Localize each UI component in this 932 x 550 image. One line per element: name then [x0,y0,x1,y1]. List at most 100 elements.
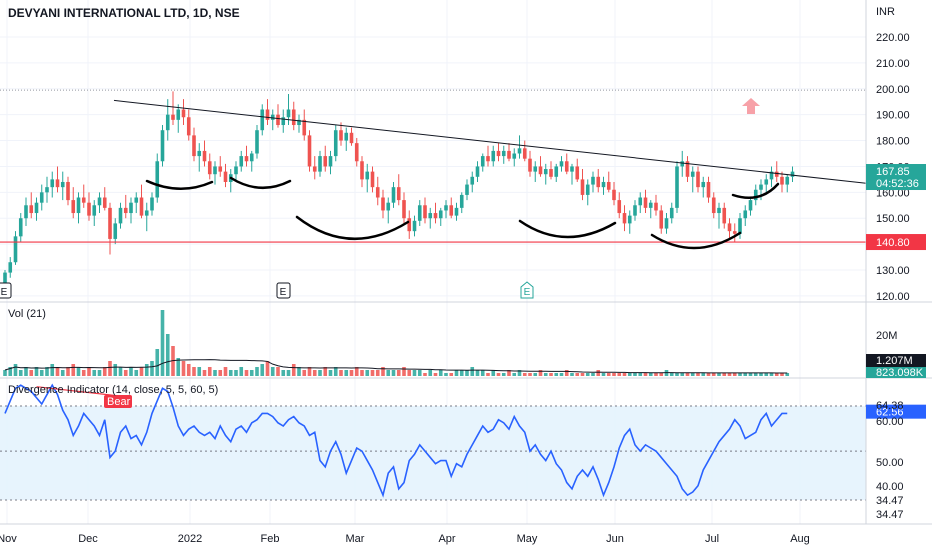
volume-bar [291,364,296,376]
volume-bar [370,370,375,376]
volume-bar [349,370,354,376]
volume-bar [743,373,748,376]
candle-body [234,166,238,175]
candle-body [722,207,727,224]
volume-bar [738,373,742,376]
volume-bar [302,370,307,376]
volume-bar [108,361,112,376]
divergence-band [0,405,866,500]
volume-bar [218,370,223,376]
volume-bar [501,373,506,376]
candle-body [323,156,328,167]
candle-body [444,205,448,211]
volume-bar [428,370,433,376]
volume-bar [45,367,49,376]
volume-label: Vol (21) [8,308,46,320]
last-price-value: 167.85 [876,166,910,178]
volume-bar [344,370,349,376]
candle-body [218,166,223,172]
candle-body [291,109,296,126]
candle-body [370,171,375,188]
time-tick-label: Feb [261,533,280,545]
price-pane[interactable]: E E E DEVYANI INTERNATIONAL LTD, 1D, NSE [0,6,867,299]
divergence-line [4,383,788,498]
price-tick-label: 180.00 [876,136,910,148]
candle-body [129,202,133,214]
price-axis[interactable]: INR 220.00210.00200.00190.00180.00170.00… [865,0,926,524]
candle-body [18,218,23,237]
volume-bar [722,373,727,376]
volume-bar [774,373,779,376]
currency-label: INR [876,6,895,18]
candle-body [769,171,774,180]
candle-body [475,166,480,177]
candle-body [386,202,391,211]
volume-bar [470,367,475,376]
candle-body [365,171,370,180]
volume-bar [328,370,333,376]
divergence-pane[interactable]: Bear Divergence Indicator (14, close, 5,… [0,383,866,501]
candle-body [97,197,102,206]
candle-body [150,197,154,211]
resistance-trendline[interactable] [113,99,867,184]
candle-body [727,223,732,232]
volume-bar [759,373,763,376]
candle-body [81,197,86,203]
volume-bar [612,373,616,376]
volume-bar [244,370,249,376]
volume-bar [575,373,580,376]
candle-body [197,150,202,157]
volume-pane[interactable]: Vol (21) [3,308,790,376]
candle-body [55,179,60,188]
volume-bar [3,370,7,376]
candle-body [564,161,569,172]
time-axis[interactable]: Nov Dec 2022 Feb Mar Apr May Jun Jul Aug [0,523,932,545]
candle-body [118,207,123,224]
candle-body [680,161,685,167]
candle-body [428,213,433,219]
volume-bar [39,370,44,376]
cup-handle-annotations [145,176,780,250]
earnings-marker: E [0,282,12,299]
volume-bar [354,367,359,376]
candle-body [192,135,196,157]
candle-body [339,130,343,141]
candle-body [255,130,259,154]
price-tick-label: 190.00 [876,110,910,122]
candle-body [748,200,753,211]
time-tick-label: Apr [438,533,455,545]
bear-badge: Bear [104,395,132,408]
candle-body [39,192,44,203]
time-tick-label: Jul [705,533,719,545]
volume-bar [507,370,511,376]
time-tick-labels: Nov Dec 2022 Feb Mar Apr May Jun Jul Aug [0,533,810,545]
candle-body [349,132,354,144]
volume-bar [139,367,144,376]
candle-body [732,231,737,234]
candle-body [344,132,349,141]
volume-bar [696,373,700,376]
volume-bar [433,373,438,376]
candle-body [286,109,291,118]
candle-body [381,197,385,211]
svg-text:E: E [524,287,531,298]
volume-bar [753,373,758,376]
divergence-guides [0,405,866,501]
candle-body [8,262,13,273]
candle-body [774,171,779,177]
divergence-tick-label: 64.38 [876,400,904,412]
candle-body [402,200,406,219]
volume-bar [197,367,202,376]
candle-body [45,187,49,193]
candle-body [480,156,485,167]
candle-body [454,207,459,216]
candle-body [244,156,249,162]
volume-bar [412,370,417,376]
candle-body [281,117,286,126]
candle-body [517,148,522,154]
candle-body [638,197,643,206]
candle-body [512,153,517,159]
volume-bar [591,373,595,376]
candle-body [675,166,679,208]
